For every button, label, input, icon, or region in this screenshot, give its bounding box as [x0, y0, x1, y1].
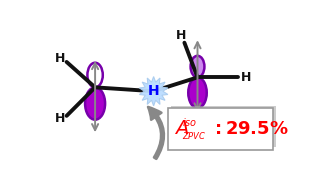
Text: H: H [148, 84, 160, 98]
Text: H: H [176, 29, 187, 42]
FancyArrowPatch shape [148, 107, 164, 159]
Text: $\mathit{iso}$: $\mathit{iso}$ [182, 116, 197, 128]
Ellipse shape [191, 56, 204, 77]
Ellipse shape [85, 87, 105, 120]
FancyBboxPatch shape [171, 106, 276, 147]
Text: H: H [241, 71, 251, 84]
Ellipse shape [87, 63, 103, 87]
Ellipse shape [188, 77, 207, 108]
Text: H: H [54, 112, 65, 125]
Text: $\bf{: 29.5\%}$: $\bf{: 29.5\%}$ [211, 120, 288, 138]
FancyBboxPatch shape [168, 108, 273, 150]
Text: $A$: $A$ [174, 119, 189, 138]
Text: $\mathit{ZPVC}$: $\mathit{ZPVC}$ [182, 130, 207, 141]
Text: H: H [54, 52, 65, 65]
Polygon shape [139, 77, 168, 106]
